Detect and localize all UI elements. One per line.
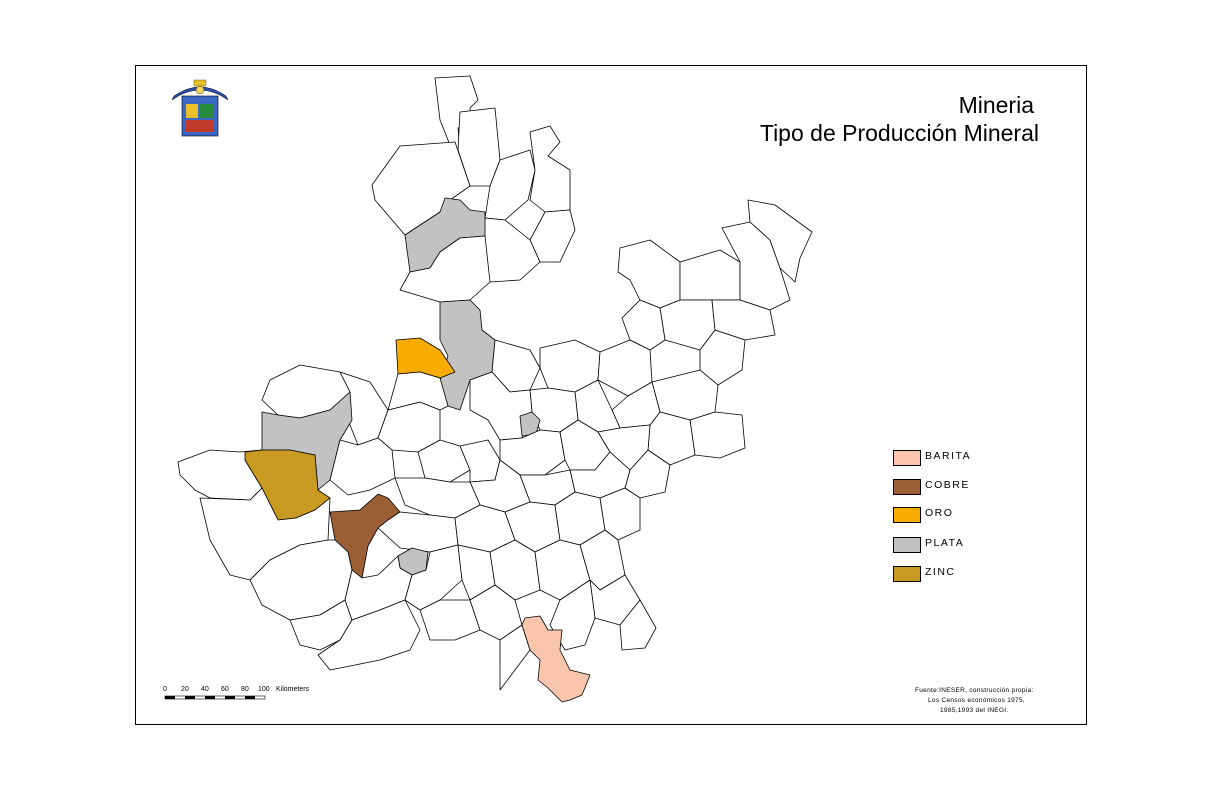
region-sw-4	[317, 599, 421, 671]
scale-tick-20: 20	[181, 686, 189, 693]
region-c-5	[689, 411, 746, 459]
legend-swatch	[893, 479, 921, 495]
region-nw-5	[329, 437, 396, 496]
map-frame	[135, 65, 1087, 725]
coat-of-arms-emblem	[171, 79, 229, 137]
legend-swatch	[893, 450, 921, 466]
region-ne-1	[617, 239, 681, 309]
legend-label: ZINC	[925, 566, 956, 578]
region-barita	[521, 615, 591, 703]
scale-bar	[164, 695, 266, 700]
region-sc-6	[419, 599, 481, 641]
map-subtitle: Tipo de Producción Mineral	[759, 120, 1039, 146]
region-plata-small	[519, 411, 541, 437]
region-ne-4	[747, 199, 813, 283]
legend-swatch	[893, 537, 921, 553]
legend-label: ORO	[925, 507, 954, 519]
region-west-2	[199, 487, 331, 581]
region-ne-2	[679, 249, 741, 301]
region-sw-1	[249, 539, 353, 621]
source-line-2: Los Censos económicos 1975,	[928, 697, 1025, 704]
region-north-5	[529, 125, 571, 213]
region-north-7	[481, 217, 541, 283]
legend-swatch	[893, 566, 921, 582]
region-sc-9	[619, 599, 657, 651]
scale-tick-60: 60	[221, 686, 229, 693]
region-north-8	[399, 235, 491, 303]
legend-label: COBRE	[925, 479, 970, 491]
legend-label: PLATA	[925, 537, 965, 549]
legend-swatch	[893, 507, 921, 523]
scale-tick-40: 40	[201, 686, 209, 693]
legend-label: BARITA	[925, 450, 972, 462]
region-nw-4	[387, 371, 449, 411]
scale-tick-80: 80	[241, 686, 249, 693]
scale-tick-100: 100	[258, 686, 270, 693]
scale-unit: Kilometers	[276, 686, 310, 693]
source-line-3: 1985,1993 del INEGI.	[940, 707, 1009, 714]
map-title: Mineria	[958, 92, 1034, 118]
source-line-1: Fuente:INESER, construcción propia:	[915, 687, 1034, 694]
scale-tick-0: 0	[163, 686, 167, 693]
region-m-2	[459, 439, 501, 483]
